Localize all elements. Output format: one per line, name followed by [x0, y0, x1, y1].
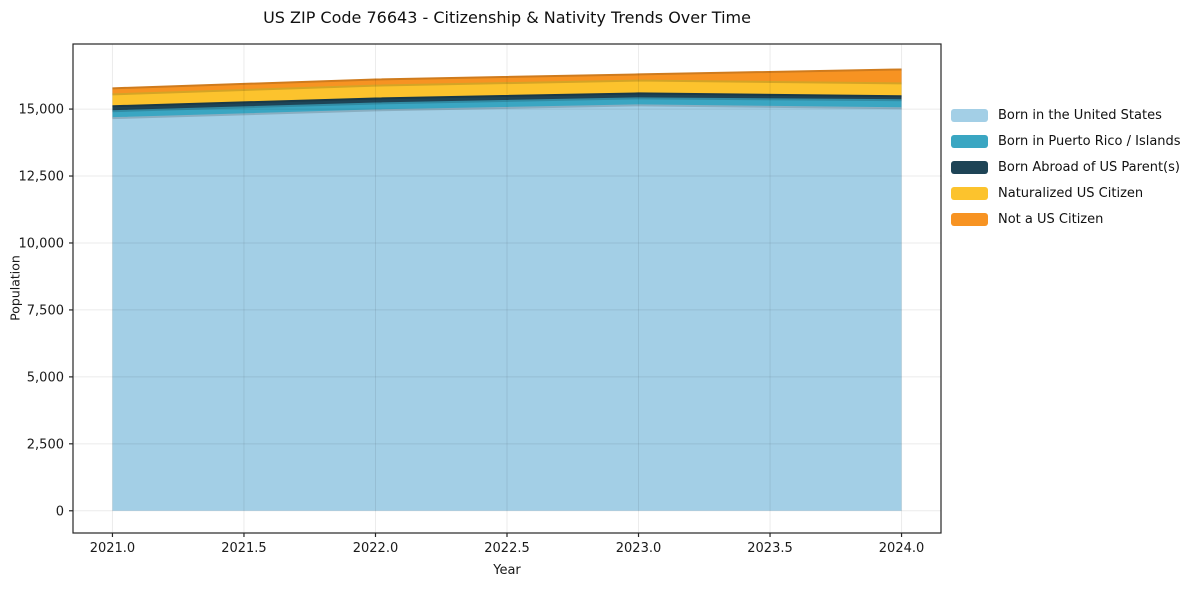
- y-tick-label: 15,000: [19, 103, 65, 118]
- x-tick-label: 2024.0: [879, 541, 925, 556]
- legend-item: Naturalized US Citizen: [951, 186, 1181, 201]
- legend: Born in the United States Born in Puerto …: [951, 108, 1181, 227]
- y-tick-label: 5,000: [27, 370, 64, 385]
- x-tick-label: 2022.0: [353, 541, 399, 556]
- y-axis-label: Population: [7, 255, 23, 321]
- legend-item: Born in Puerto Rico / Islands: [951, 134, 1181, 149]
- legend-swatch-icon: [951, 213, 988, 226]
- area-edge-4: [112, 68, 902, 90]
- legend-label: Born in Puerto Rico / Islands: [998, 134, 1181, 149]
- x-tick-label: 2023.0: [616, 541, 662, 556]
- legend-item: Born Abroad of US Parent(s): [951, 160, 1181, 175]
- legend-swatch-icon: [951, 187, 988, 200]
- legend-label: Born in the United States: [998, 108, 1162, 123]
- legend-item: Not a US Citizen: [951, 212, 1181, 227]
- legend-item: Born in the United States: [951, 108, 1181, 123]
- legend-swatch-icon: [951, 161, 988, 174]
- y-tick-label: 0: [56, 504, 64, 519]
- legend-label: Born Abroad of US Parent(s): [998, 160, 1180, 175]
- area-edge-2: [112, 92, 902, 108]
- area-edge-3: [112, 79, 902, 96]
- x-tick-label: 2022.5: [484, 541, 530, 556]
- area-edge-0: [112, 104, 902, 120]
- legend-label: Not a US Citizen: [998, 212, 1104, 227]
- chart-title: US ZIP Code 76643 - Citizenship & Nativi…: [263, 8, 751, 27]
- x-tick-label: 2021.5: [221, 541, 267, 556]
- y-tick-label: 2,500: [27, 437, 64, 452]
- y-tick-label: 7,500: [27, 303, 64, 318]
- area-edge-1: [112, 97, 902, 113]
- x-tick-label: 2021.0: [90, 541, 136, 556]
- legend-swatch-icon: [951, 109, 988, 122]
- area-series-1: [112, 98, 902, 119]
- x-tick-label: 2023.5: [747, 541, 793, 556]
- y-tick-label: 10,000: [19, 236, 65, 251]
- legend-swatch-icon: [951, 135, 988, 148]
- legend-label: Naturalized US Citizen: [998, 186, 1144, 201]
- area-series-0: [112, 105, 902, 511]
- x-axis-label: Year: [493, 563, 521, 578]
- area-series-4: [112, 69, 902, 95]
- y-tick-label: 12,500: [19, 170, 65, 185]
